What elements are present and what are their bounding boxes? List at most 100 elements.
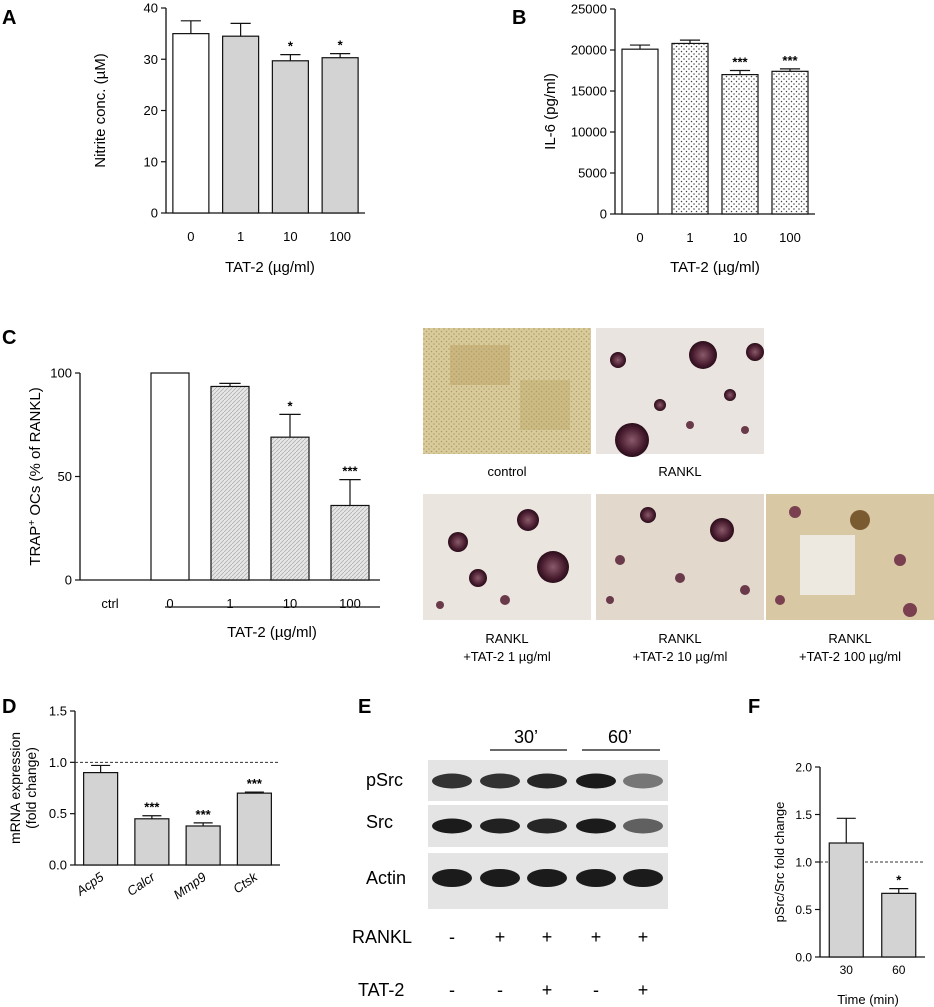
micrograph-caption-tat100-line2: +TAT-2 100 µg/ml (799, 649, 901, 664)
bar (150, 372, 190, 581)
significance-marker: * (338, 38, 344, 53)
y-tick-label: 20000 (571, 43, 607, 58)
bar (621, 48, 659, 215)
micrograph-caption-tat1-line1: RANKL (485, 631, 528, 646)
x-tick-label: Calcr (124, 869, 158, 899)
chart-panel-a: 0 10 20 30 40 0 1 * 10 * 100 TAT-2 (µg/ml) Nitrite c… (92, 1, 365, 276)
micrograph-caption-tat1-line2: +TAT-2 1 µg/ml (463, 649, 551, 664)
tat-sign: + (638, 980, 649, 1000)
bar (185, 825, 221, 866)
blot-band-src (480, 818, 520, 834)
blot-band-src (432, 818, 472, 834)
chart-panel-f: 0.0 0.5 1.0 1.5 2.0 30 * 60 Time (min) pSrc/Src f… (772, 761, 925, 1007)
chart-panel-d: 0.0 0.5 1.0 1.5 Acp5 *** Calcr *** Mmp9 *** Ctsk mR… (7, 704, 280, 902)
micrograph-caption-control: control (487, 464, 526, 479)
bar (721, 73, 759, 215)
y-tick-label: 0.0 (49, 858, 67, 873)
y-tick-label: 0.0 (795, 951, 812, 965)
significance-marker: *** (782, 53, 798, 68)
panel-label-b: B (512, 7, 526, 29)
bar (236, 792, 272, 866)
bar (172, 33, 210, 214)
blot-band-psrc (432, 773, 472, 789)
rankl-sign: + (495, 927, 506, 947)
bar (222, 35, 260, 214)
blot-band-src (527, 818, 567, 834)
y-tick-label: 1.5 (795, 808, 812, 822)
x-tick-label: 10 (283, 229, 297, 244)
micrograph-caption-tat10-line2: +TAT-2 10 µg/ml (633, 649, 728, 664)
micrograph-rankl (596, 328, 764, 457)
micrograph-caption-rankl: RANKL (658, 464, 701, 479)
bar (321, 57, 359, 214)
blot-band-actin (432, 869, 472, 887)
x-tick-label: 10 (283, 596, 297, 611)
blot-band-actin (480, 869, 520, 887)
y-tick-label: 0.5 (49, 806, 67, 821)
blot-band-psrc (480, 773, 520, 789)
blot-time-60: 60’ (608, 727, 632, 747)
micrograph-tat-10 (596, 494, 764, 620)
x-tick-label: 60 (892, 963, 906, 977)
bar (881, 892, 917, 958)
panel-label-f: F (748, 696, 760, 718)
y-axis-label: IL-6 (pg/ml) (542, 73, 559, 150)
tat-sign: - (593, 980, 599, 1000)
x-tick-label: ctrl (101, 596, 118, 611)
y-tick-label: 0.5 (795, 903, 812, 917)
micrograph-tat-100 (766, 494, 934, 620)
y-tick-label: 20 (144, 103, 158, 118)
blot-row-label-psrc: pSrc (366, 770, 403, 790)
x-tick-label: 0 (636, 230, 643, 245)
x-axis-label: TAT-2 (µg/ml) (227, 624, 317, 641)
y-tick-label: 0 (151, 206, 158, 221)
tat-sign: - (497, 980, 503, 1000)
x-tick-label: 100 (329, 229, 351, 244)
y-tick-label: 100 (50, 366, 72, 381)
blot-band-psrc (623, 773, 663, 789)
y-tick-label: 1.0 (49, 755, 67, 770)
bar (134, 818, 170, 866)
blot-band-actin (576, 869, 616, 887)
blot-rankl-label: RANKL (352, 927, 412, 947)
y-tick-label: 30 (144, 52, 158, 67)
bar (83, 771, 119, 866)
blot-band-actin (527, 869, 567, 887)
x-tick-label: 100 (779, 230, 801, 245)
x-tick-label: 0 (166, 596, 173, 611)
rankl-sign: - (449, 927, 455, 947)
x-tick-label: 10 (733, 230, 747, 245)
micrograph-caption-tat100-line1: RANKL (828, 631, 871, 646)
y-tick-label: 10 (144, 154, 158, 169)
western-blot: 30’ 60’ pSrc Src Actin RANKL TAT-2 - + + + +… (352, 727, 668, 1000)
bar (671, 42, 709, 215)
blot-band-actin (623, 869, 663, 887)
y-tick-label: 1.0 (795, 856, 812, 870)
bar (270, 436, 310, 581)
tat-sign: - (449, 980, 455, 1000)
chart-panel-b: 0 5000 10000 15000 20000 25000 0 1 *** 10 *** 100 TA… (542, 2, 815, 276)
x-axis-label: TAT-2 (µg/ml) (670, 259, 760, 276)
significance-marker: *** (196, 807, 212, 822)
y-axis-label-line2: (fold change) (23, 747, 39, 829)
y-tick-label: 25000 (571, 2, 607, 17)
y-tick-label: 50 (58, 469, 72, 484)
significance-marker: *** (342, 464, 358, 479)
chart-panel-c: 0 50 100 ctrl 0 1 * 10 *** 100 TAT-2 (µg/ml) TRAP+ … (27, 366, 380, 641)
y-tick-label: 5000 (578, 166, 607, 181)
panel-label-a: A (2, 7, 16, 29)
x-tick-label: 1 (237, 229, 244, 244)
x-tick-label: Ctsk (230, 868, 261, 896)
blot-band-src (623, 818, 663, 834)
bar (771, 70, 809, 215)
y-tick-label: 10000 (571, 125, 607, 140)
x-axis-label: TAT-2 (µg/ml) (225, 259, 315, 276)
bar (210, 385, 250, 581)
rankl-sign: + (591, 927, 602, 947)
significance-marker: * (896, 873, 902, 888)
rankl-sign: + (542, 927, 553, 947)
x-tick-label: 1 (226, 596, 233, 611)
blot-row-label-src: Src (366, 812, 393, 832)
micrograph-control (423, 328, 591, 454)
